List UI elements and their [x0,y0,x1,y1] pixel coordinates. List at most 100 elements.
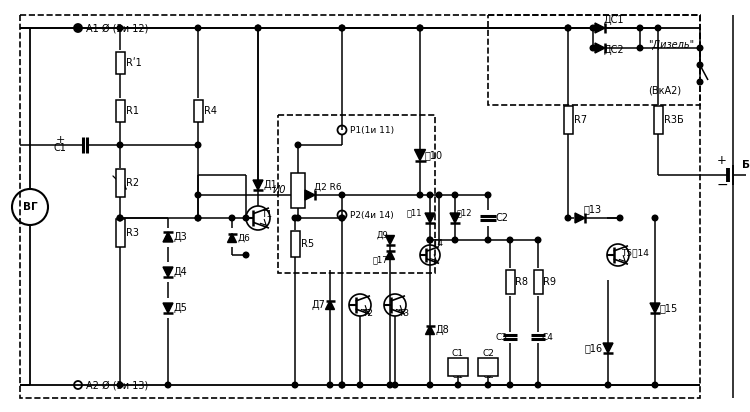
Circle shape [195,142,201,148]
Circle shape [417,192,423,198]
Circle shape [339,25,345,31]
Circle shape [427,237,433,243]
Circle shape [195,215,201,221]
Polygon shape [386,236,394,244]
Circle shape [255,25,261,31]
Circle shape [292,215,298,221]
Text: Д5: Д5 [174,303,188,313]
Polygon shape [163,232,173,242]
Circle shape [652,382,658,388]
Circle shape [698,62,703,68]
Circle shape [327,382,333,388]
Text: С2: С2 [482,371,494,380]
Circle shape [392,382,398,388]
Bar [116,52,124,74]
Text: С2: С2 [482,349,494,358]
Polygon shape [603,343,613,353]
Text: 䅁12: 䅁12 [457,208,472,218]
Circle shape [195,215,201,221]
Circle shape [387,382,393,388]
Circle shape [117,25,123,31]
Circle shape [117,215,123,221]
Circle shape [566,25,571,31]
Text: Р1(1и 11): Р1(1и 11) [350,126,394,134]
Circle shape [292,382,298,388]
Bar [291,173,305,208]
Circle shape [605,382,610,388]
Bar [533,270,542,294]
Circle shape [452,192,458,198]
Text: R2: R2 [126,178,140,188]
Text: R1: R1 [126,106,139,116]
Circle shape [339,25,345,31]
Circle shape [417,25,423,31]
Circle shape [536,237,541,243]
Polygon shape [163,303,173,313]
Text: T2: T2 [362,309,373,318]
Text: Р2(4и 14): Р2(4и 14) [350,211,394,220]
Bar [194,100,202,122]
Text: R8: R8 [515,277,528,287]
Bar [290,231,299,257]
Text: T5䅁14: T5䅁14 [621,248,649,258]
Polygon shape [253,180,263,190]
Circle shape [638,25,643,31]
Text: +: + [56,135,64,145]
Bar [116,219,124,247]
Circle shape [485,382,490,388]
Text: С2: С2 [482,367,494,375]
Circle shape [117,382,123,388]
Text: R3Б: R3Б [664,115,684,125]
Text: +: + [717,154,727,166]
Text: R3: R3 [126,228,139,238]
Circle shape [195,25,201,31]
Bar [563,106,572,134]
Polygon shape [326,300,334,309]
Circle shape [507,237,513,243]
Circle shape [617,215,622,221]
Text: Д7: Д7 [311,300,325,310]
Text: 䅁15: 䅁15 [660,303,678,313]
Circle shape [638,45,643,51]
Circle shape [243,252,249,258]
Text: Д9: Д9 [376,230,388,239]
Circle shape [195,192,201,198]
Circle shape [427,237,433,243]
Text: С1: С1 [452,367,464,375]
Text: ДС2: ДС2 [604,45,625,55]
Text: 䅁16: 䅁16 [585,343,603,353]
Polygon shape [227,234,236,243]
Text: 䅁10: 䅁10 [425,150,443,160]
Polygon shape [305,190,315,200]
Text: Д1: Д1 [264,180,278,190]
Text: C2: C2 [496,213,509,223]
Polygon shape [650,303,660,313]
Circle shape [117,142,123,148]
Polygon shape [425,325,434,335]
Bar [488,15,700,105]
Circle shape [436,192,442,198]
Polygon shape [163,267,173,277]
Text: ВГ: ВГ [22,202,38,212]
Circle shape [296,142,301,148]
Circle shape [165,382,171,388]
Text: C1: C1 [53,143,67,153]
Circle shape [485,237,490,243]
Circle shape [590,45,596,51]
Text: Д8: Д8 [435,325,448,335]
Text: C3: C3 [496,332,508,342]
Polygon shape [415,150,425,161]
Text: Д6: Д6 [237,234,250,243]
Circle shape [230,215,235,221]
Text: С1: С1 [452,349,464,358]
Polygon shape [450,213,460,223]
Text: T1: T1 [261,209,272,218]
Text: Д3: Д3 [174,232,188,242]
Circle shape [339,382,345,388]
Text: Д2 R6: Д2 R6 [314,183,341,192]
Circle shape [255,25,261,31]
Circle shape [455,382,460,388]
Circle shape [339,382,345,388]
Circle shape [566,25,571,31]
Text: БА: БА [742,160,750,170]
